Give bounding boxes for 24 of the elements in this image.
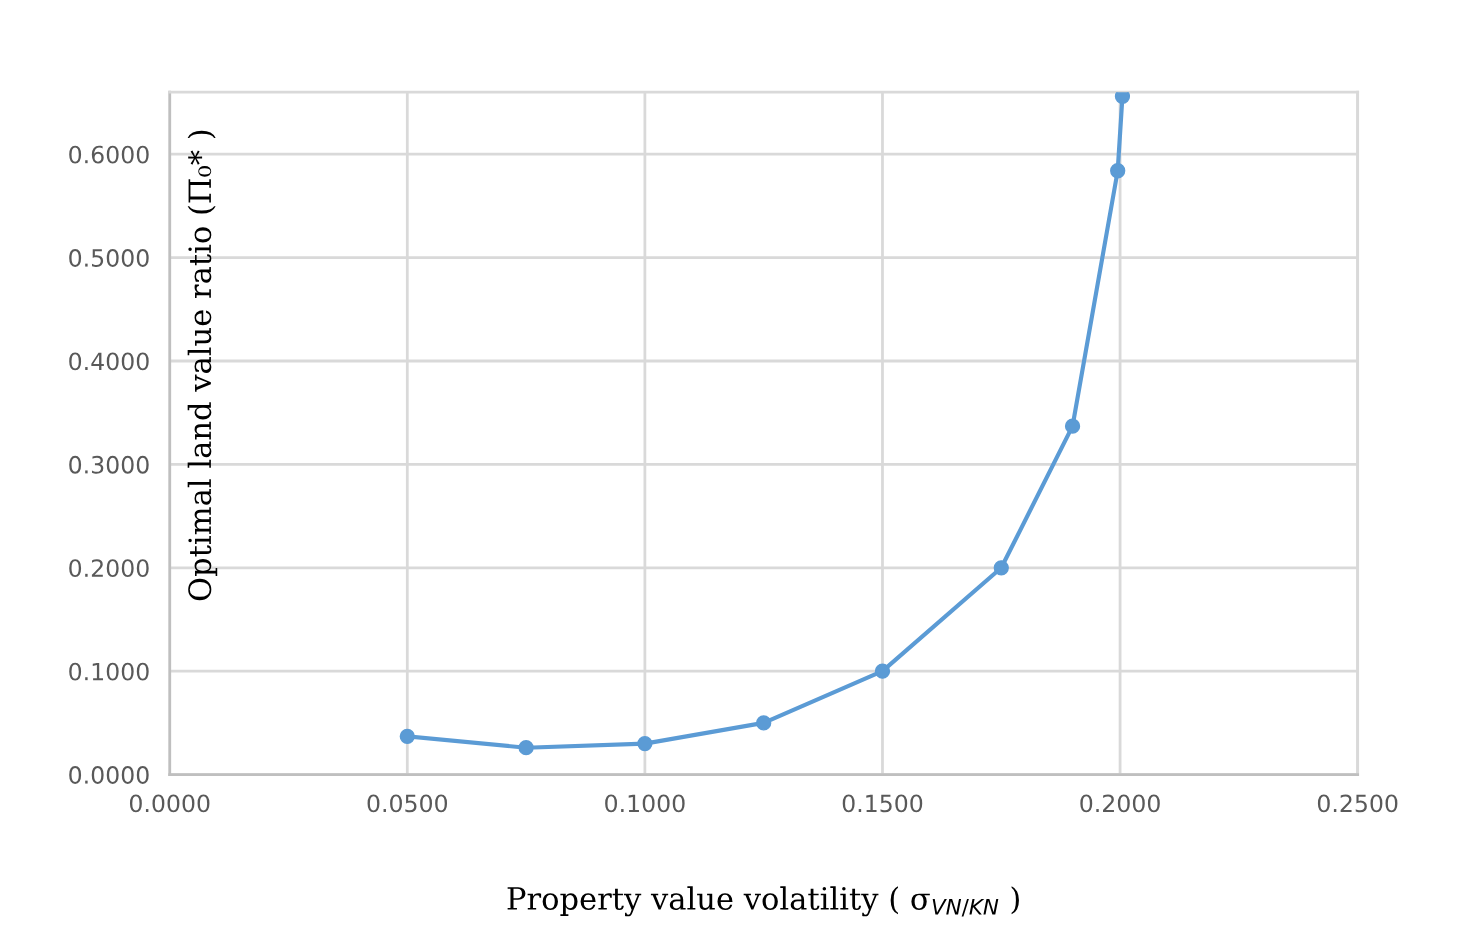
x-tick-label: 0.0500 [367, 794, 448, 813]
y-tick-label: 0.0000 [69, 766, 149, 784]
y-tick-label: 0.2000 [69, 559, 149, 578]
point [993, 560, 1009, 576]
point [874, 663, 891, 679]
x-tick-label: 0.2000 [1080, 794, 1160, 813]
y-tick-label: 0.5000 [69, 249, 149, 267]
x-axis-title: Property value volatility ( σ$_{VN/KN}$ ) [507, 886, 1019, 917]
point [1064, 418, 1081, 434]
x-tick-label: 0.0000 [129, 794, 210, 813]
point [399, 728, 415, 744]
x-tick-label: 0.1500 [842, 794, 923, 813]
y-tick-label: 0.3000 [69, 455, 149, 474]
point [756, 715, 772, 731]
y-tick-label: 0.4000 [69, 352, 149, 371]
point [1114, 92, 1131, 104]
point [637, 735, 653, 752]
point [518, 740, 534, 756]
y-tick-label: 0.6000 [69, 145, 149, 164]
y-tick-label: 0.1000 [69, 662, 149, 681]
point [1110, 163, 1126, 179]
x-tick-label: 0.1000 [605, 794, 685, 813]
y-axis-title: Optimal land value ratio (Π₀* ) [187, 130, 218, 601]
x-tick-label: 0.2500 [1317, 794, 1398, 813]
